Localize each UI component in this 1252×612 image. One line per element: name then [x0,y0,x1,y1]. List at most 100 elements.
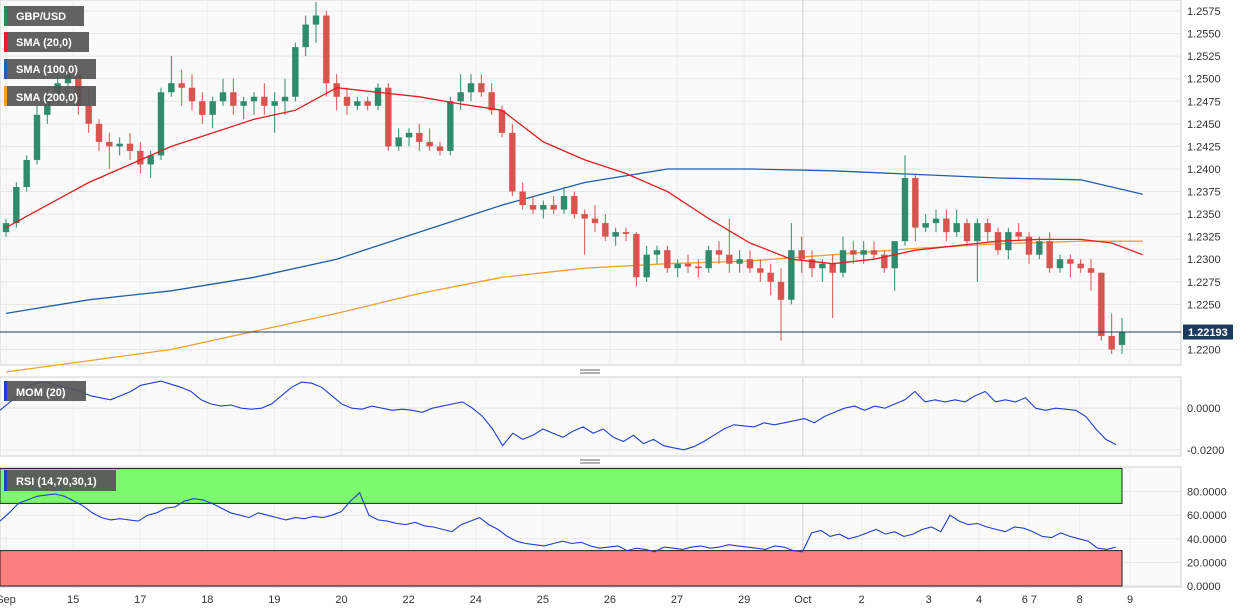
candle [23,155,30,192]
date-tick-label: 15 [67,594,79,606]
candle [643,245,650,282]
sma100-line [5,168,1143,315]
price-tick-label: 1.2375 [1187,187,1221,199]
price-tick-label: 1.2500 [1187,74,1221,86]
candle [777,268,785,341]
candle [519,182,526,210]
candle [653,245,661,264]
candle [478,74,485,97]
candle [581,209,588,255]
price-tick-label: 1.2575 [1187,6,1221,18]
candle [2,218,10,237]
candle [901,155,909,246]
candle [333,74,340,111]
candle [963,218,971,246]
mom-gridlines [0,377,1181,456]
main-gridlines [0,0,1181,365]
candle [13,182,20,228]
price-tick-label: 1.2350 [1187,209,1221,221]
candle [219,78,227,106]
price-tick-label: 1.2450 [1187,119,1221,131]
candle [839,236,847,278]
rsi-line [0,491,1117,553]
mom-tick-label: 0.0000 [1187,403,1221,415]
date-tick-label: 29 [738,594,750,606]
candle [726,218,733,273]
rsi-tick-label: 80.0000 [1187,487,1227,499]
candle [374,83,382,111]
candle [602,214,609,242]
price-tick-label: 1.2275 [1187,277,1221,289]
candle [664,245,671,273]
candle [426,128,433,151]
legend-rsi[interactable]: RSI (14,70,30,1) [4,470,116,491]
mom-path [0,380,1117,451]
candle [850,241,857,264]
candle [746,250,754,273]
date-tick-label: 17 [134,594,146,606]
candle [250,92,258,115]
rsi-oversold-zone [0,550,1123,587]
candle [829,254,836,318]
legend-sma20-label: SMA (20,0) [16,37,72,49]
candle [281,78,289,115]
candle [1036,236,1043,260]
candle [974,218,981,282]
date-tick-label: 3 [926,594,932,606]
price-tick-label: 1.2250 [1187,299,1221,311]
price-tick-label: 1.2325 [1187,232,1221,244]
candle [509,123,516,197]
rsi-tick-label: 0.0000 [1187,581,1221,593]
candle [571,191,578,219]
candle [560,187,568,215]
candle [1056,254,1064,273]
candle [881,250,888,273]
candle [292,42,299,102]
candle [674,259,681,278]
last-price-tag: 1.22193 [1183,324,1233,340]
legend-sma200[interactable]: SMA (200,0) [4,86,96,106]
candle [715,241,723,264]
legend-sma20[interactable]: SMA (20,0) [4,32,89,52]
candle [953,209,960,237]
rsi-path [0,491,1117,553]
candle [447,96,454,156]
candle [529,196,537,215]
candle [199,92,206,124]
legend-mom[interactable]: MOM (20) [4,381,86,401]
candle [178,69,185,106]
candle [302,15,309,57]
sma20-line [5,87,1143,265]
legend-gbpusd[interactable]: GBP/USD [4,6,84,26]
candle [364,96,371,111]
main-panel [0,0,1182,366]
date-tick-label: 25 [537,594,549,606]
candle [343,87,351,115]
candle [240,96,247,120]
price-tick-label: 1.2525 [1187,51,1221,63]
candle [261,83,268,115]
candle [612,227,619,246]
candle [767,263,774,296]
candle [705,245,712,273]
candle [1087,259,1095,291]
candle [95,119,103,151]
candle [912,173,919,242]
candle [137,141,144,174]
legend-sma100[interactable]: SMA (100,0) [4,59,96,79]
candle [1108,313,1115,354]
panel-resize-handle-1[interactable] [580,369,600,374]
legend-rsi-label: RSI (14,70,30,1) [16,476,97,488]
price-tick-label: 1.2425 [1187,141,1221,153]
candle [757,259,764,282]
candle [1015,223,1022,242]
price-tick-label: 1.2200 [1187,344,1221,356]
date-tick-label: 6 7 [1022,594,1037,606]
sma100-path [5,168,1143,315]
date-tick-label: 9 [1127,594,1133,606]
date-tick-label: 24 [470,594,482,606]
panel-resize-handle-2[interactable] [580,459,600,464]
candle [684,254,692,273]
candle [157,87,165,160]
mom-panel [0,376,1182,457]
